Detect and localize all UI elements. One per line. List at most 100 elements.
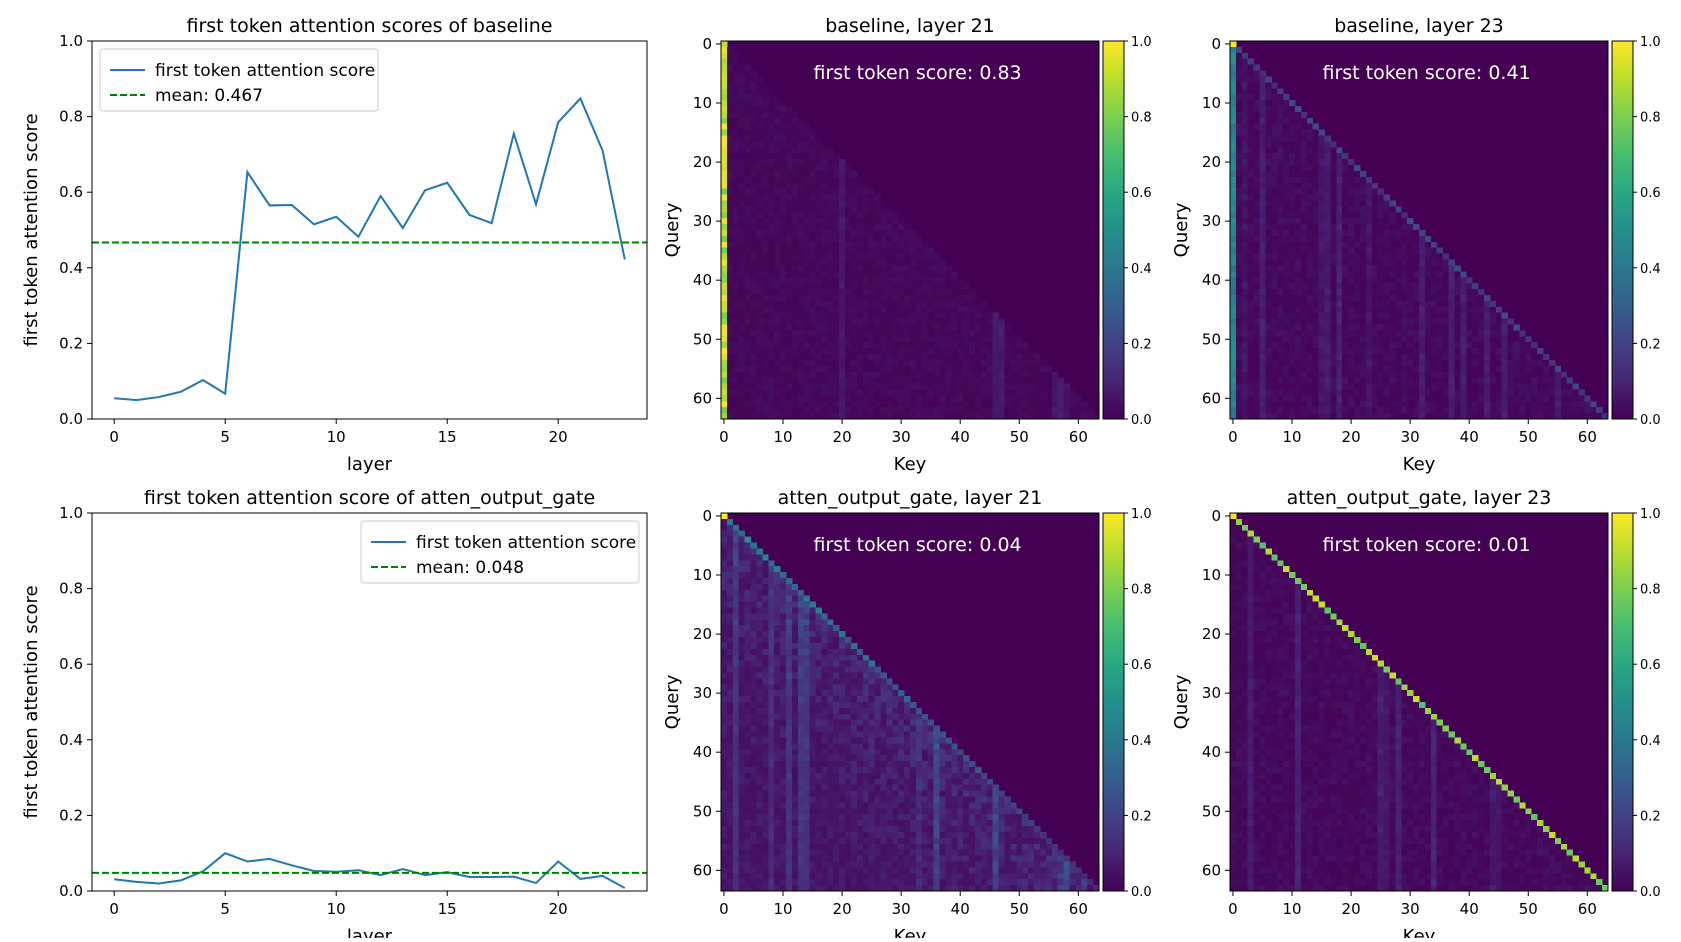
heatmap-cell [1254,147,1260,153]
heatmap-cell [916,378,922,384]
heatmap-cell [869,313,875,319]
heatmap-cell [727,100,733,106]
heatmap-cell [1336,248,1342,254]
heatmap-cell [798,643,804,649]
heatmap-cell [1384,378,1390,384]
heatmap-cell [1395,236,1401,242]
heatmap-cell [1330,200,1336,206]
heatmap-cell [751,218,757,224]
heatmap-cell [957,360,963,366]
heatmap-cell [916,295,922,301]
heatmap-cell [934,395,940,401]
heatmap-cell [721,313,727,319]
heatmap-cell [1336,301,1342,307]
heatmap-cell [792,189,798,195]
heatmap-cell [1567,401,1573,407]
heatmap-cell [745,171,751,177]
heatmap-cell [751,372,757,378]
heatmap-cell [1454,277,1460,283]
heatmap-cell [1289,147,1295,153]
heatmap-cell [1277,88,1283,94]
heatmap-cell [1372,301,1378,307]
heatmap-cell [1313,130,1319,136]
heatmap-cell [1040,395,1046,401]
heatmap-cell [1389,372,1395,378]
heatmap-cell [904,277,910,283]
heatmap-cell [892,354,898,360]
heatmap-cell [798,319,804,325]
heatmap-cell [745,307,751,313]
heatmap-cell [1307,289,1313,295]
heatmap-cell [816,649,822,655]
heatmap-cell [756,260,762,266]
heatmap-cell [1301,389,1307,395]
heatmap-cell [810,384,816,390]
heatmap-cell [1519,401,1525,407]
heatmap-cell [751,655,757,661]
heatmap-cell [1372,395,1378,401]
heatmap-cell [1336,277,1342,283]
heatmap-cell [999,360,1005,366]
heatmap-cell [1425,384,1431,390]
heatmap-cell [1283,401,1289,407]
heatmap-cell [792,254,798,260]
heatmap-cell [1514,372,1520,378]
heatmap-cell [1496,372,1502,378]
heatmap-cell [733,613,739,619]
heatmap-cell [1236,354,1242,360]
heatmap-cell [1277,195,1283,201]
heatmap-cell [1295,130,1301,136]
heatmap-cell [821,354,827,360]
heatmap-cell [963,330,969,336]
heatmap-cell [1325,295,1331,301]
heatmap-cell [721,159,727,165]
heatmap-cell [1307,171,1313,177]
heatmap-cell [916,401,922,407]
heatmap-cell [768,696,774,702]
heatmap-cell [1330,248,1336,254]
heatmap-cell [1395,372,1401,378]
heatmap-cell [751,307,757,313]
heatmap-cell [1537,348,1543,354]
heatmap-cell [1384,348,1390,354]
heatmap-cell [821,159,827,165]
heatmap-cell [1395,378,1401,384]
heatmap-cell [987,407,993,413]
heatmap-cell [733,307,739,313]
heatmap-cell [762,572,768,578]
heatmap-cell [875,389,881,395]
heatmap-cell [1289,301,1295,307]
heatmap-cell [1354,248,1360,254]
heatmap-cell [751,649,757,655]
heatmap-cell [928,342,934,348]
heatmap-cell [1490,313,1496,319]
heatmap-cell [768,177,774,183]
heatmap-cell [1319,230,1325,236]
heatmap-cell [839,307,845,313]
heatmap-cell [839,649,845,655]
heatmap-cell [762,637,768,643]
heatmap-cell [1248,366,1254,372]
heatmap-cell [863,655,869,661]
heatmap-cell [780,714,786,720]
heatmap-cell [1230,130,1236,136]
heatmap-cell [827,301,833,307]
heatmap-cell [1319,277,1325,283]
heatmap-cell [945,378,951,384]
heatmap-cell [816,295,822,301]
heatmap-cell [1254,289,1260,295]
heatmap-cell [1295,283,1301,289]
heatmap-cell [1401,342,1407,348]
heatmap-cell [1460,372,1466,378]
heatmap-cell [1525,401,1531,407]
heatmap-cell [880,313,886,319]
heatmap-cell [1413,277,1419,283]
heatmap-cell [1549,401,1555,407]
heatmap-cell [1040,360,1046,366]
heatmap-cell [774,112,780,118]
y-tick-label: 50 [693,330,712,348]
heatmap-cell [1271,260,1277,266]
heatmap-cell [880,672,886,678]
heatmap-cell [875,690,881,696]
heatmap-cell [1277,189,1283,195]
